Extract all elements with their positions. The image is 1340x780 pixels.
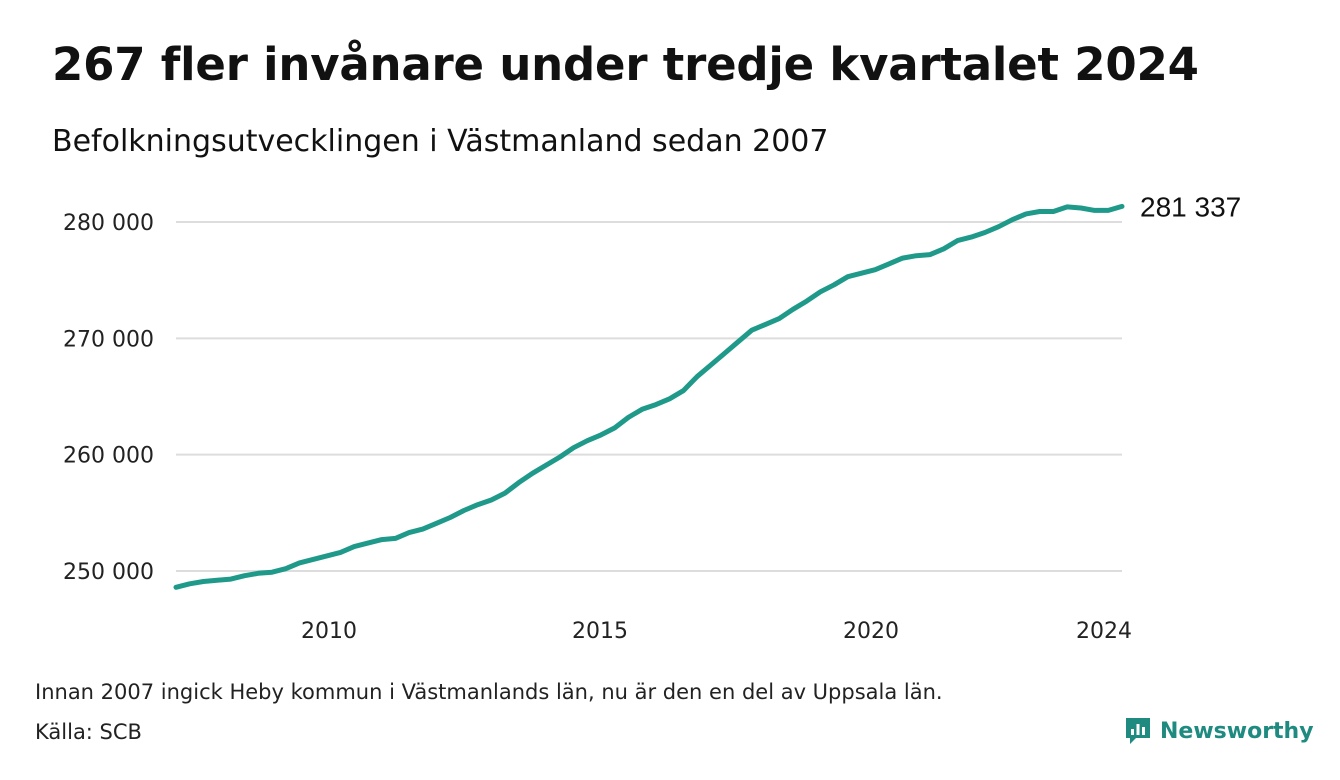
brand-name: Newsworthy xyxy=(1160,718,1314,744)
footnote: Innan 2007 ingick Heby kommun i Västmanl… xyxy=(35,680,943,704)
chart-subtitle: Befolkningsutvecklingen i Västmanland se… xyxy=(52,124,829,159)
x-tick-label: 2020 xyxy=(843,619,899,644)
x-tick-label: 2015 xyxy=(572,619,628,644)
x-tick-label: 2010 xyxy=(301,619,357,644)
end-value-label: 281 337 xyxy=(1140,191,1241,222)
population-line xyxy=(173,203,1125,590)
newsworthy-logo-icon xyxy=(1126,718,1150,744)
y-tick-label: 250 000 xyxy=(63,560,154,585)
source-label: Källa: SCB xyxy=(35,720,142,744)
y-tick-label: 270 000 xyxy=(63,327,154,352)
newsworthy-logo: Newsworthy xyxy=(1124,716,1314,746)
x-tick-label: 2024 xyxy=(1076,619,1132,644)
chart-title: 267 fler invånare under tredje kvartalet… xyxy=(52,38,1199,91)
y-tick-label: 260 000 xyxy=(63,444,154,469)
y-tick-label: 280 000 xyxy=(63,211,154,236)
